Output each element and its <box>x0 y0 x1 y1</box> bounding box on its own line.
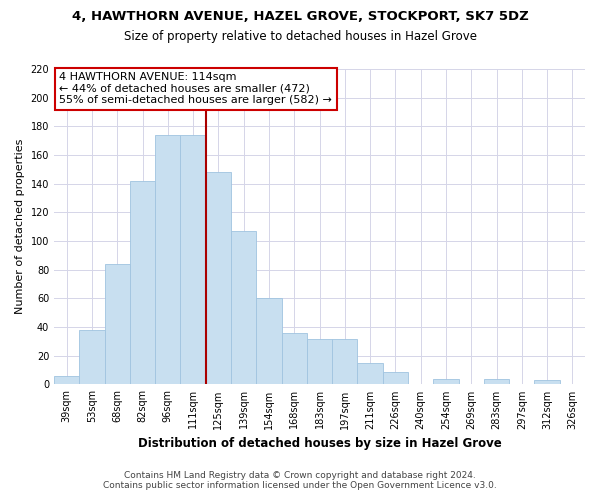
Bar <box>181 135 206 384</box>
Bar <box>358 363 383 384</box>
Bar <box>332 338 358 384</box>
Bar <box>54 376 79 384</box>
Text: 4 HAWTHORN AVENUE: 114sqm
← 44% of detached houses are smaller (472)
55% of semi: 4 HAWTHORN AVENUE: 114sqm ← 44% of detac… <box>59 72 332 106</box>
Bar <box>433 378 458 384</box>
Text: Size of property relative to detached houses in Hazel Grove: Size of property relative to detached ho… <box>124 30 476 43</box>
Bar <box>256 298 281 384</box>
Y-axis label: Number of detached properties: Number of detached properties <box>15 139 25 314</box>
Bar <box>383 372 408 384</box>
Bar <box>104 264 130 384</box>
Bar <box>79 330 104 384</box>
Text: Contains HM Land Registry data © Crown copyright and database right 2024.
Contai: Contains HM Land Registry data © Crown c… <box>103 470 497 490</box>
Text: 4, HAWTHORN AVENUE, HAZEL GROVE, STOCKPORT, SK7 5DZ: 4, HAWTHORN AVENUE, HAZEL GROVE, STOCKPO… <box>71 10 529 23</box>
X-axis label: Distribution of detached houses by size in Hazel Grove: Distribution of detached houses by size … <box>137 437 502 450</box>
Bar <box>535 380 560 384</box>
Bar <box>281 333 307 384</box>
Bar <box>206 172 231 384</box>
Bar <box>130 181 155 384</box>
Bar <box>231 231 256 384</box>
Bar <box>484 378 509 384</box>
Bar <box>307 338 332 384</box>
Bar <box>155 135 181 384</box>
